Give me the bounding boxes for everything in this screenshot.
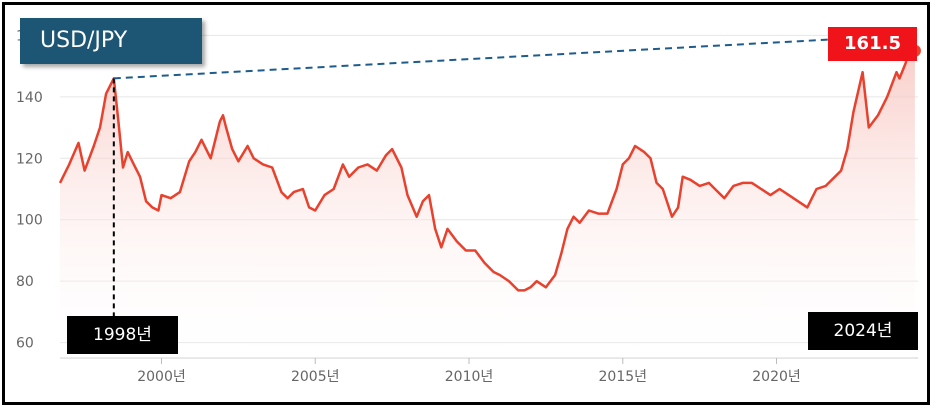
start-year-label: 1998년 [67, 316, 178, 354]
x-tick-label: 2010년 [445, 369, 494, 385]
x-tick-label: 2005년 [291, 369, 340, 385]
x-tick-label: 2015년 [599, 369, 648, 385]
x-tick-label: 2000년 [137, 369, 186, 385]
chart-title: USD/JPY [20, 18, 202, 64]
y-tick-label: 140 [16, 90, 43, 106]
y-tick-label: 60 [16, 336, 34, 352]
current-value-badge: 161.5 [828, 27, 917, 61]
price-area [60, 44, 915, 358]
y-tick-label: 100 [16, 213, 43, 229]
axes [60, 357, 918, 364]
end-year-label: 2024년 [808, 312, 918, 350]
trend-arrow [113, 31, 908, 80]
price-line [58, 43, 916, 292]
y-tick-label: 120 [16, 151, 43, 167]
x-tick-label: 2020년 [752, 369, 801, 385]
y-tick-label: 80 [16, 274, 34, 290]
